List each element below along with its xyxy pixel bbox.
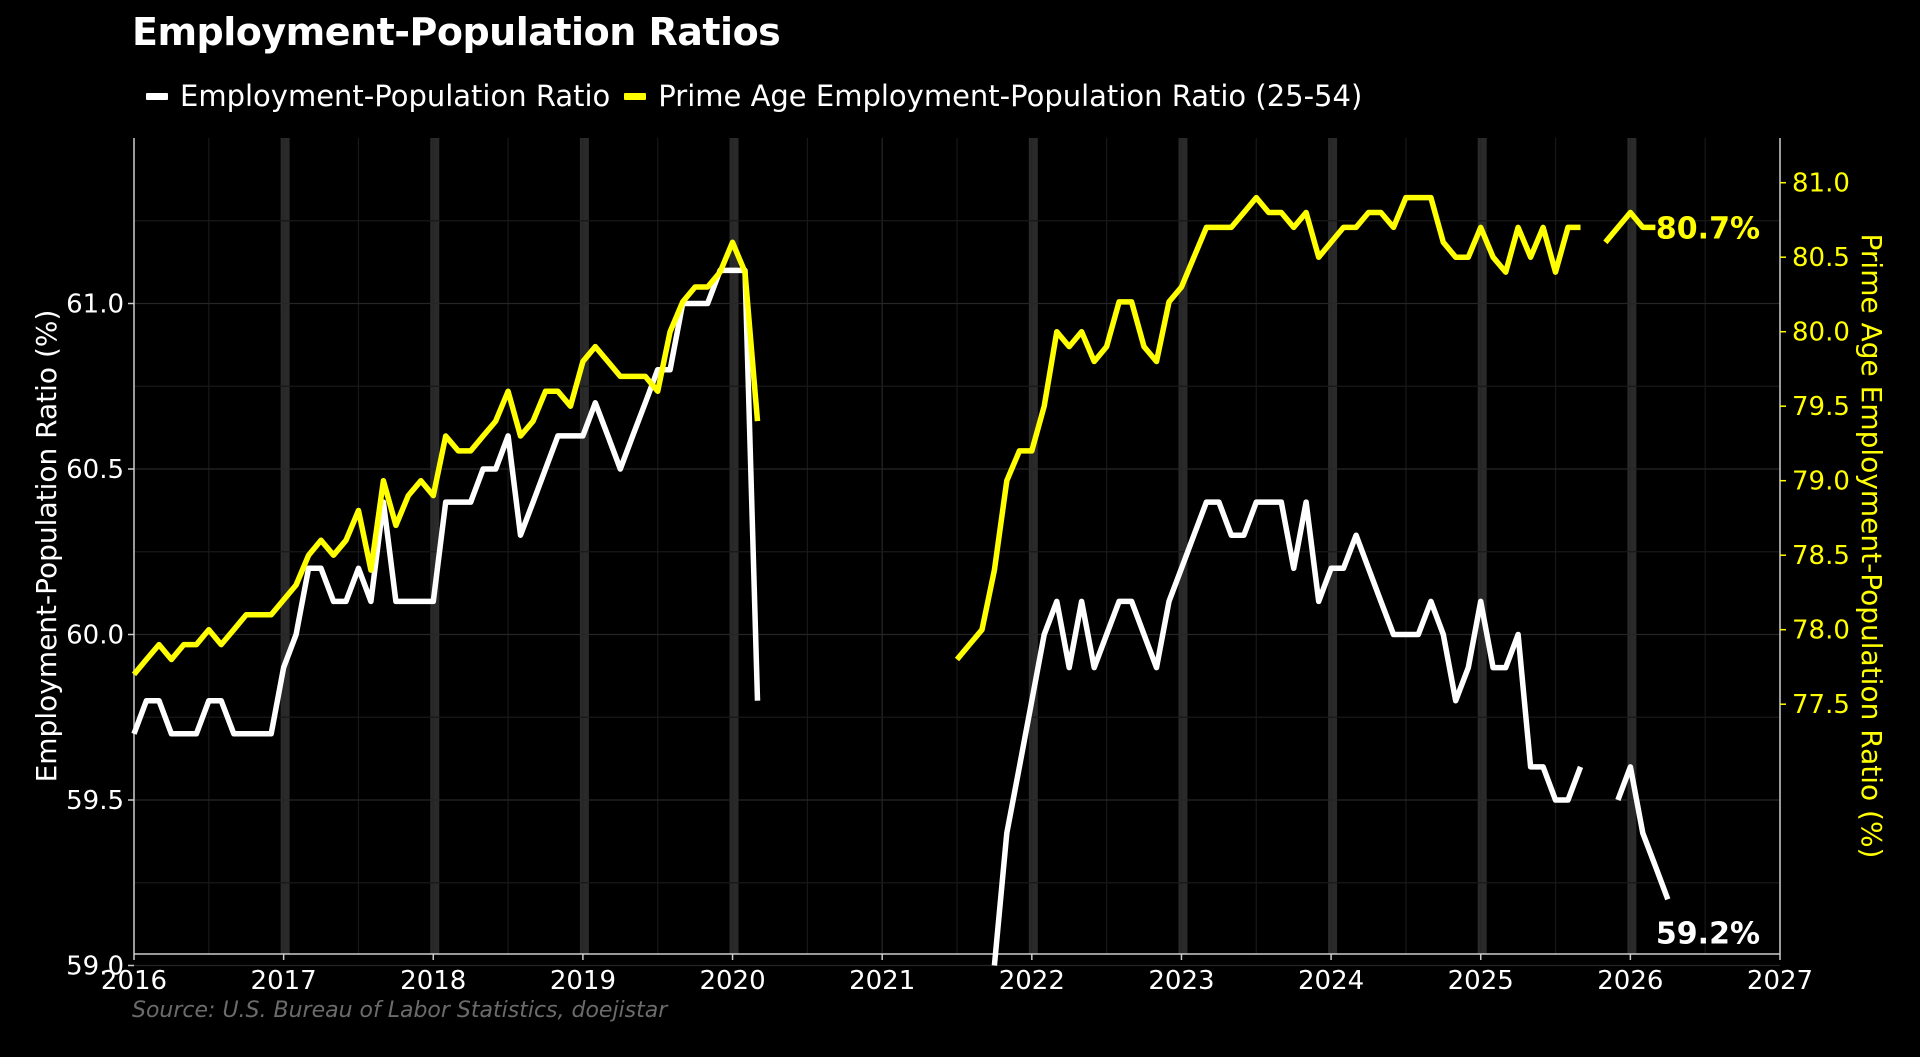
y2-tick-label-78.0: 78.0 xyxy=(1792,616,1850,646)
x-tick-label-2020: 2020 xyxy=(699,966,765,996)
x-tick-label-2016: 2016 xyxy=(101,966,167,996)
axis-labels: 2016 2017 2018 2019 2020 2021 2022 2023 2024 2025… xyxy=(30,169,1888,996)
y-tick-label-59.0: 59.0 xyxy=(66,952,124,982)
grid-lines xyxy=(133,138,1781,967)
emp-pop-line-0 xyxy=(131,267,761,737)
year-band-2026 xyxy=(1627,138,1637,954)
year-band-2018 xyxy=(430,138,440,954)
x-tick-label-2017: 2017 xyxy=(251,966,317,996)
legend-item-total: Employment-Population Ratio xyxy=(146,79,610,113)
x-tick-label-2024: 2024 xyxy=(1298,966,1364,996)
y-axis-title: Employment-Population Ratio (%) xyxy=(30,310,63,783)
year-band-2025 xyxy=(1477,138,1487,954)
year-band-2017 xyxy=(280,138,290,954)
x-tick-label-2022: 2022 xyxy=(999,966,1065,996)
emp-pop-line-2 xyxy=(1615,764,1671,901)
legend-item-prime-age: Prime Age Employment-Population Ratio (2… xyxy=(624,79,1362,113)
y-tick-label-60.5: 60.5 xyxy=(66,455,124,485)
y2-axis-title: Prime Age Employment-Population Ratio (%… xyxy=(1855,234,1888,859)
y2-tick-label-78.5: 78.5 xyxy=(1792,541,1850,571)
x-tick-label-2027: 2027 xyxy=(1747,966,1813,996)
year-band-2022 xyxy=(1028,138,1038,954)
y-tick-label-61.0: 61.0 xyxy=(66,290,124,320)
emp-pop-line-1 xyxy=(991,499,1584,966)
legend-swatch-white xyxy=(146,92,168,100)
chart-title: Employment-Population Ratios xyxy=(132,10,781,54)
x-tick-label-2026: 2026 xyxy=(1597,966,1663,996)
prime-age-line-0 xyxy=(131,239,761,677)
x-tick-label-2021: 2021 xyxy=(849,966,915,996)
y2-tick-label-79.5: 79.5 xyxy=(1792,392,1850,422)
x-tick-label-2018: 2018 xyxy=(400,966,466,996)
y-tick-label-60.0: 60.0 xyxy=(66,621,124,651)
year-bands xyxy=(280,138,1637,954)
x-tick-label-2023: 2023 xyxy=(1148,966,1214,996)
year-band-2020 xyxy=(729,138,739,954)
x-tick-label-2025: 2025 xyxy=(1448,966,1514,996)
legend: Employment-Population Ratio Prime Age Em… xyxy=(146,76,1376,116)
year-band-2023 xyxy=(1178,138,1188,954)
y-tick-label-59.5: 59.5 xyxy=(66,786,124,816)
series-lines xyxy=(131,194,1671,966)
source-note: Source: U.S. Bureau of Labor Statistics,… xyxy=(132,998,668,1023)
prime-age-end-label: 80.7% xyxy=(1656,211,1760,246)
year-band-2024 xyxy=(1328,138,1338,954)
axes xyxy=(128,138,1786,967)
legend-label-total: Employment-Population Ratio xyxy=(180,79,611,113)
y2-tick-label-80.0: 80.0 xyxy=(1792,318,1850,348)
x-tick-label-2019: 2019 xyxy=(550,966,616,996)
prime-age-line-1 xyxy=(954,194,1581,662)
y2-tick-label-77.5: 77.5 xyxy=(1792,690,1850,720)
legend-label-prime-age: Prime Age Employment-Population Ratio (2… xyxy=(658,79,1363,113)
year-band-2019 xyxy=(579,138,589,954)
y2-tick-label-79.0: 79.0 xyxy=(1792,467,1850,497)
prime-age-line-2 xyxy=(1603,209,1656,245)
legend-swatch-yellow xyxy=(624,92,647,100)
emp-pop-end-label: 59.2% xyxy=(1656,916,1760,951)
y2-tick-label-80.5: 80.5 xyxy=(1792,243,1850,273)
y2-tick-label-81.0: 81.0 xyxy=(1792,169,1850,199)
